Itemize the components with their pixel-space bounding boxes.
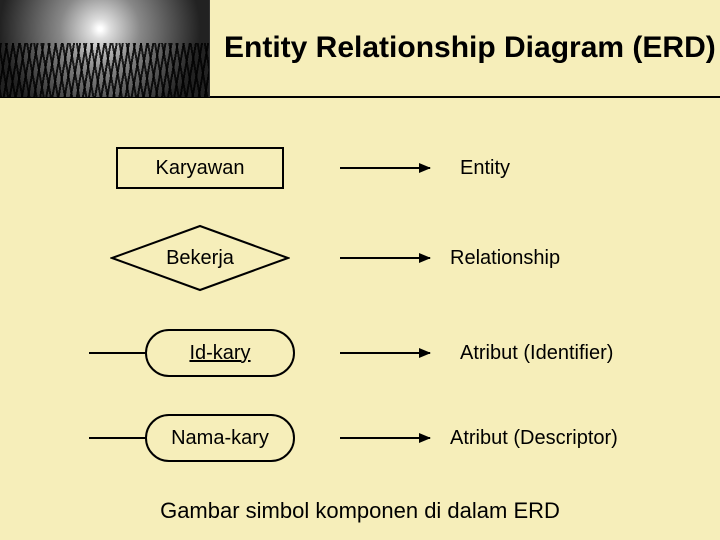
shape-col: Nama-kary bbox=[120, 398, 320, 478]
oval-label: Nama-kary bbox=[171, 427, 269, 450]
shape-col: Karyawan bbox=[100, 128, 300, 208]
diagram-row: Bekerja Relationship bbox=[0, 218, 720, 298]
header-photo bbox=[0, 0, 210, 97]
grain-silhouette bbox=[0, 43, 209, 97]
arrow-icon bbox=[340, 167, 430, 169]
arrow-icon bbox=[340, 437, 430, 439]
shape-col: Bekerja bbox=[100, 218, 300, 298]
shape-col: Id-kary bbox=[120, 313, 320, 393]
attribute-connector bbox=[89, 437, 147, 439]
arrow-icon bbox=[340, 257, 430, 259]
oval-label: Id-kary bbox=[189, 342, 250, 365]
title-wrap: Entity Relationship Diagram (ERD) bbox=[210, 31, 716, 66]
diamond-label: Bekerja bbox=[166, 247, 234, 270]
arrow-icon bbox=[340, 352, 430, 354]
attribute-oval: Id-kary bbox=[145, 329, 295, 377]
attribute-connector bbox=[89, 352, 147, 354]
row-label: Atribut (Identifier) bbox=[460, 313, 613, 393]
row-label: Entity bbox=[460, 128, 510, 208]
diagram-row: Nama-kary Atribut (Descriptor) bbox=[0, 398, 720, 478]
diagram-row: Karyawan Entity bbox=[0, 128, 720, 208]
caption: Gambar simbol komponen di dalam ERD bbox=[0, 498, 720, 524]
attribute-oval: Nama-kary bbox=[145, 414, 295, 462]
entity-rect: Karyawan bbox=[116, 147, 284, 189]
diagram-area: Karyawan Entity Bekerja Relationship Id-kary… bbox=[0, 98, 720, 540]
page-title: Entity Relationship Diagram (ERD) bbox=[224, 31, 716, 66]
header: Entity Relationship Diagram (ERD) bbox=[0, 0, 720, 98]
row-label: Atribut (Descriptor) bbox=[450, 398, 618, 478]
diagram-row: Id-kary Atribut (Identifier) bbox=[0, 313, 720, 393]
relationship-diamond: Bekerja bbox=[110, 224, 290, 292]
slide: Entity Relationship Diagram (ERD) Karyaw… bbox=[0, 0, 720, 540]
row-label: Relationship bbox=[450, 218, 560, 298]
